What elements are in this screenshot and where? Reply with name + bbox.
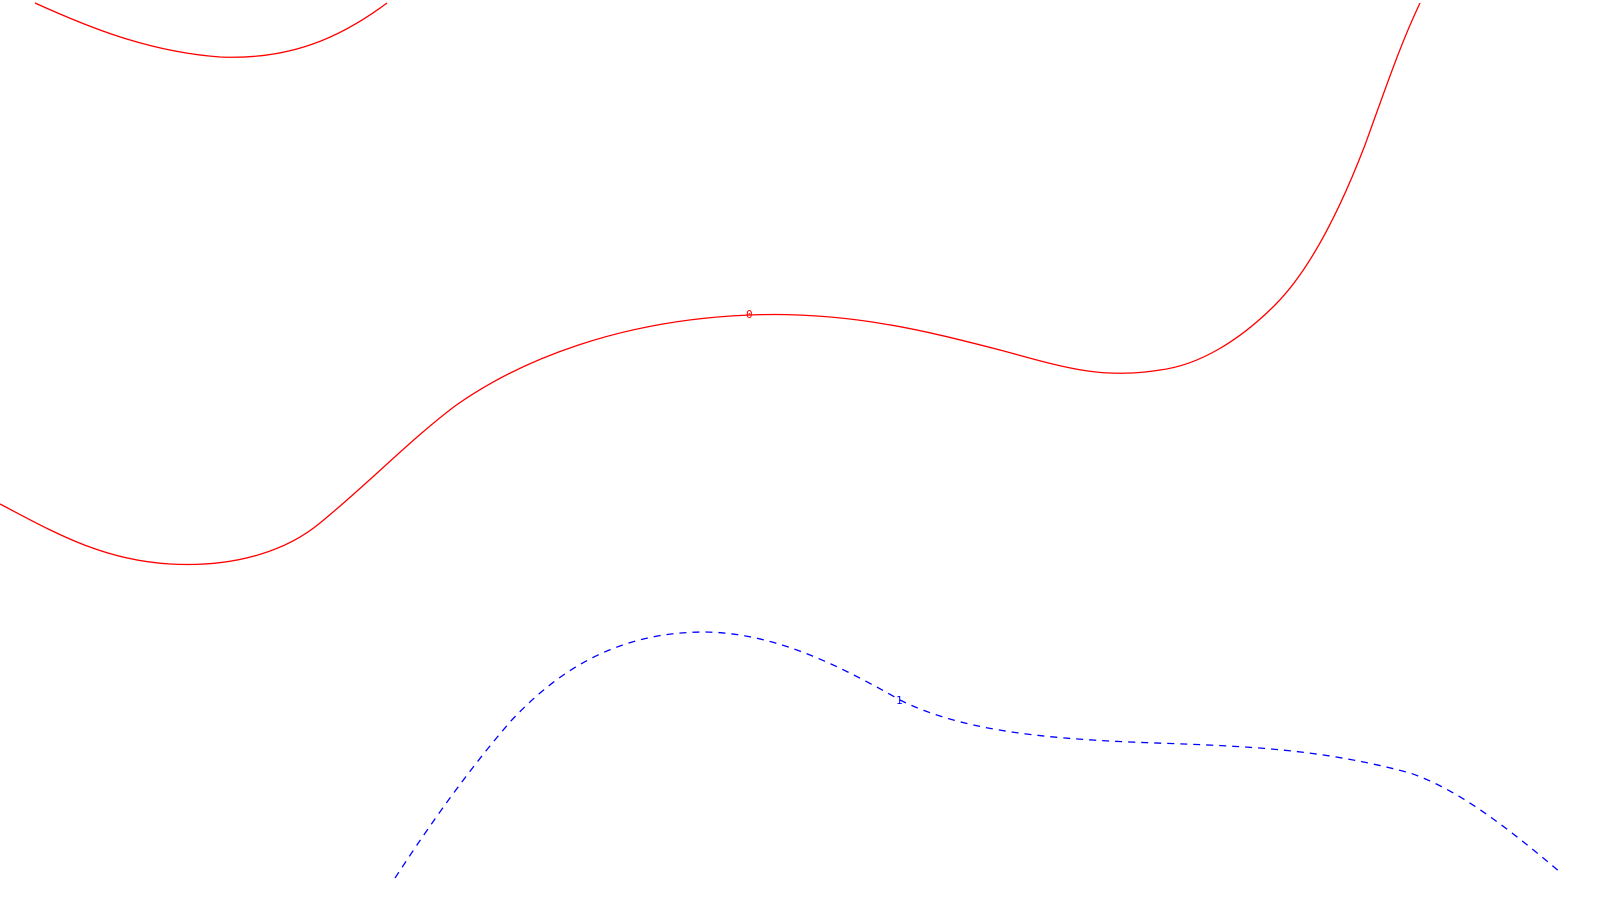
contour-one-dashed: [394, 631, 1561, 879]
contour-zero-label: 0: [746, 308, 753, 321]
contour-zero-main: [0, 2, 1421, 566]
contour-zero-top-left: [34, 2, 388, 58]
contour-one-label: 1: [896, 694, 903, 707]
